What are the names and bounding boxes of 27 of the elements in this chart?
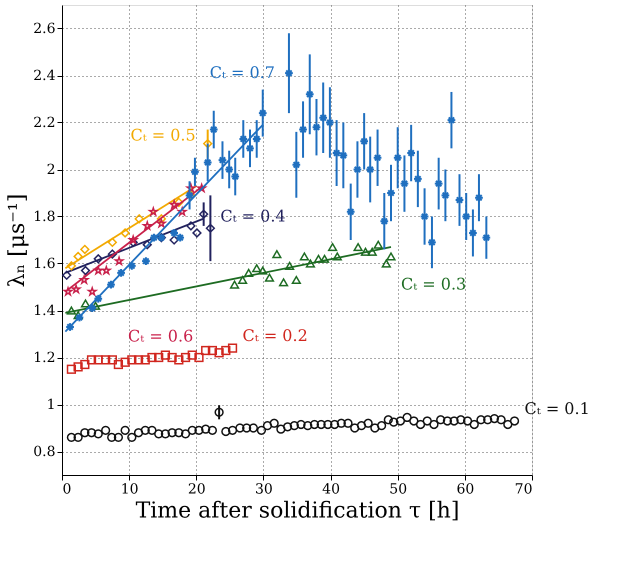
x-axis-title: Time after solidification τ [h] [136,498,460,524]
x-tick-label: 20 [188,482,206,498]
y-tick-label: 1 [46,397,56,413]
y-tick-label: 1.6 [33,256,56,272]
x-tick-label: 50 [389,482,408,498]
x-tick-label: 30 [255,482,273,498]
text: Cₜ = 0.6 [128,326,194,346]
y-tick-label: 0.8 [33,444,56,460]
series-label: Cₜ = 0.7 [210,63,275,82]
y-tick-label: 2.2 [33,115,56,131]
y-tick-label: 1.8 [33,209,56,225]
series-label: Cₜ = 0.2 [242,326,308,346]
series-label: Cₜ = 0.4 [220,206,286,226]
x-tick-label: 70 [514,482,532,498]
y-tick-label: 2 [46,162,56,178]
y-tick-label: 1.2 [33,350,56,366]
y-tick-label: 2.4 [33,68,56,84]
series-label: Cₜ = 0.5 [130,126,196,145]
y-axis-title: λₙ [μs⁻¹] [5,194,30,288]
series-label: Cₜ = 0.3 [401,274,466,294]
x-tick-label: 0 [62,482,72,498]
y-tick-label: 2.6 [33,21,56,37]
series-label: Cₜ = 0.1 [524,398,590,418]
x-tick-label: 10 [120,482,139,498]
x-tick-label: 60 [456,482,474,498]
y-tick-label: 1.4 [33,303,56,319]
x-tick-label: 40 [322,482,340,498]
